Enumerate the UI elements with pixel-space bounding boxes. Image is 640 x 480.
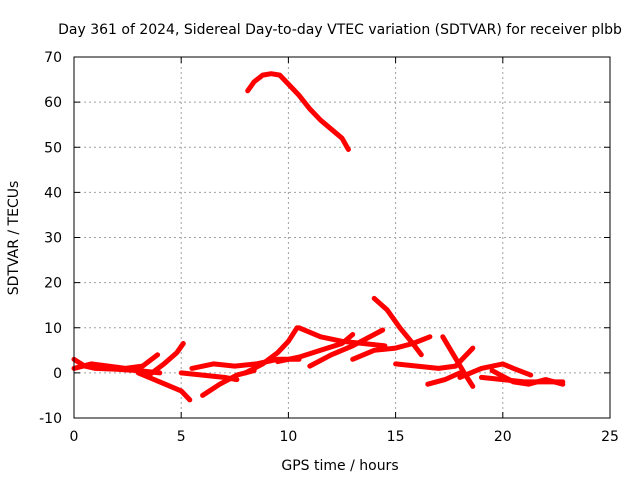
y-tick-label: 10 (44, 321, 62, 337)
series-track-2 (71, 352, 161, 371)
chart-title: Day 361 of 2024, Sidereal Day-to-day VTE… (58, 22, 622, 38)
grid-lines (74, 57, 610, 418)
y-tick-label: 50 (44, 140, 62, 156)
series-track-17 (440, 334, 476, 389)
series-track-3 (135, 370, 193, 403)
x-axis-label: GPS time / hours (281, 458, 398, 474)
series-track-4 (146, 341, 186, 378)
x-tick-label: 20 (494, 429, 512, 445)
y-tick-label: -10 (39, 411, 62, 427)
y-tick-label: 0 (53, 366, 62, 382)
y-axis-label: SDTVAR / TECUs (6, 181, 22, 296)
x-tick-label: 15 (387, 429, 405, 445)
series-track-13 (371, 295, 424, 358)
y-tick-label: 40 (44, 185, 62, 201)
series-track-15 (393, 345, 476, 371)
series-track-18 (457, 361, 534, 380)
y-axis-ticks: -10 0 10 20 30 40 50 60 70 (39, 50, 610, 427)
series-track-12 (307, 327, 386, 369)
series-track-9 (245, 71, 351, 152)
x-tick-label: 0 (70, 429, 79, 445)
series-track-8 (243, 325, 300, 376)
y-tick-label: 70 (44, 50, 62, 66)
data-series (71, 71, 566, 403)
series-track-16 (425, 370, 463, 387)
y-tick-label: 30 (44, 231, 62, 247)
x-tick-label: 5 (177, 429, 186, 445)
x-axis-ticks: 0 5 10 15 20 25 (70, 57, 619, 445)
series-track-14 (350, 334, 433, 362)
y-tick-label: 60 (44, 95, 62, 111)
y-tick-label: 20 (44, 276, 62, 292)
series-track-20 (489, 368, 566, 387)
series-track-11 (296, 325, 388, 349)
x-tick-label: 10 (279, 429, 297, 445)
x-tick-label: 25 (601, 429, 619, 445)
